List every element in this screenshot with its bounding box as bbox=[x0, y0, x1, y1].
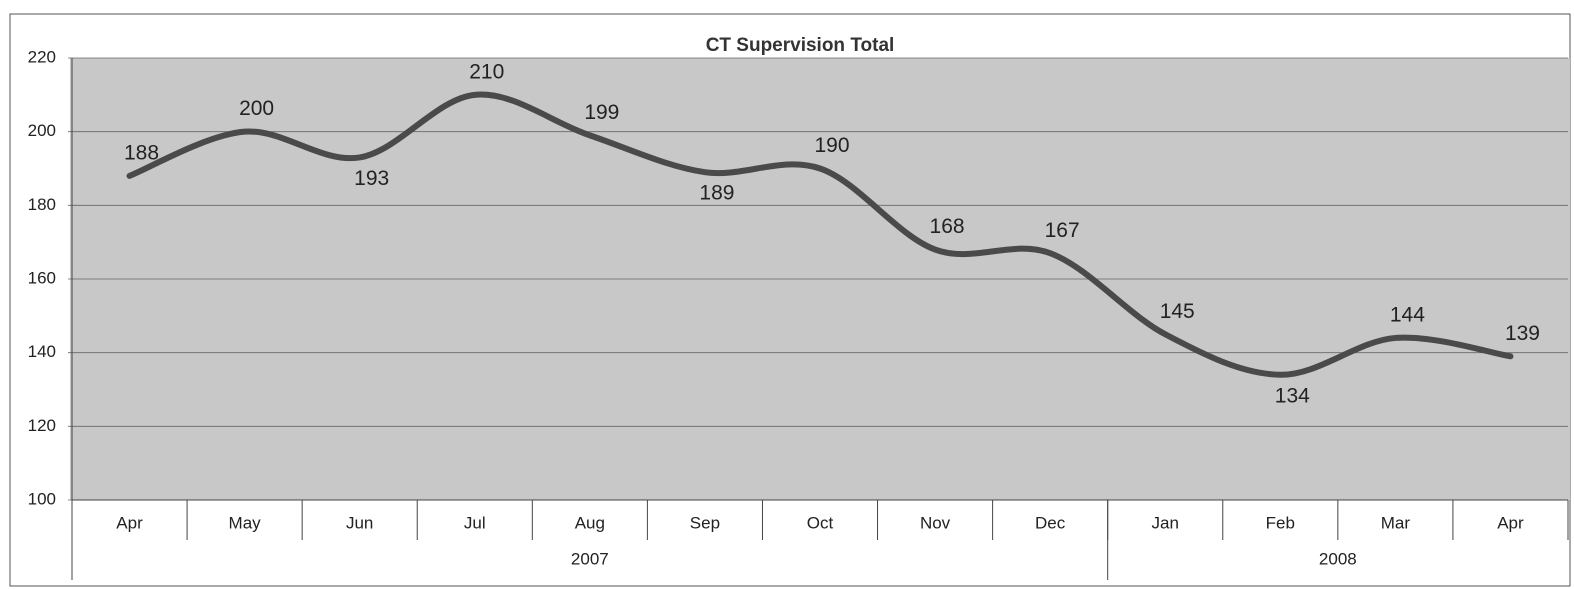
x-tick-label: Aug bbox=[575, 513, 605, 532]
x-tick-label: Apr bbox=[116, 513, 143, 532]
data-label: 200 bbox=[239, 97, 274, 120]
data-label: 144 bbox=[1390, 303, 1425, 326]
data-label: 168 bbox=[930, 215, 965, 238]
data-label: 199 bbox=[584, 101, 619, 124]
x-group-label: 2007 bbox=[571, 549, 609, 568]
y-tick-label: 200 bbox=[28, 121, 56, 140]
data-line bbox=[126, 91, 1514, 378]
data-label: 188 bbox=[124, 141, 159, 164]
x-tick-label: Feb bbox=[1266, 513, 1295, 532]
x-tick-label: Jul bbox=[464, 513, 486, 532]
x-tick-label: May bbox=[229, 513, 262, 532]
y-tick-label: 180 bbox=[28, 195, 56, 214]
y-tick-label: 120 bbox=[28, 416, 56, 435]
y-tick-label: 220 bbox=[28, 47, 56, 66]
x-group-label: 2008 bbox=[1319, 549, 1357, 568]
x-tick-label: Sep bbox=[690, 513, 720, 532]
data-label: 189 bbox=[699, 182, 734, 205]
x-tick-label: Oct bbox=[807, 513, 834, 532]
data-label: 167 bbox=[1045, 219, 1080, 242]
y-tick-label: 140 bbox=[28, 342, 56, 361]
data-label: 193 bbox=[354, 167, 389, 190]
x-tick-label: Dec bbox=[1035, 513, 1066, 532]
data-label: 210 bbox=[469, 60, 504, 83]
y-tick-label: 100 bbox=[28, 489, 56, 508]
data-label: 134 bbox=[1275, 384, 1310, 407]
x-tick-label: Mar bbox=[1381, 513, 1411, 532]
x-tick-label: Nov bbox=[920, 513, 951, 532]
x-tick-label: Jun bbox=[346, 513, 373, 532]
x-tick-label: Jan bbox=[1152, 513, 1179, 532]
y-tick-label: 160 bbox=[28, 268, 56, 287]
x-tick-label: Apr bbox=[1497, 513, 1524, 532]
data-label: 190 bbox=[814, 134, 849, 157]
data-label: 145 bbox=[1160, 300, 1195, 323]
data-label: 139 bbox=[1505, 322, 1540, 345]
chart-title: CT Supervision Total bbox=[706, 35, 895, 56]
